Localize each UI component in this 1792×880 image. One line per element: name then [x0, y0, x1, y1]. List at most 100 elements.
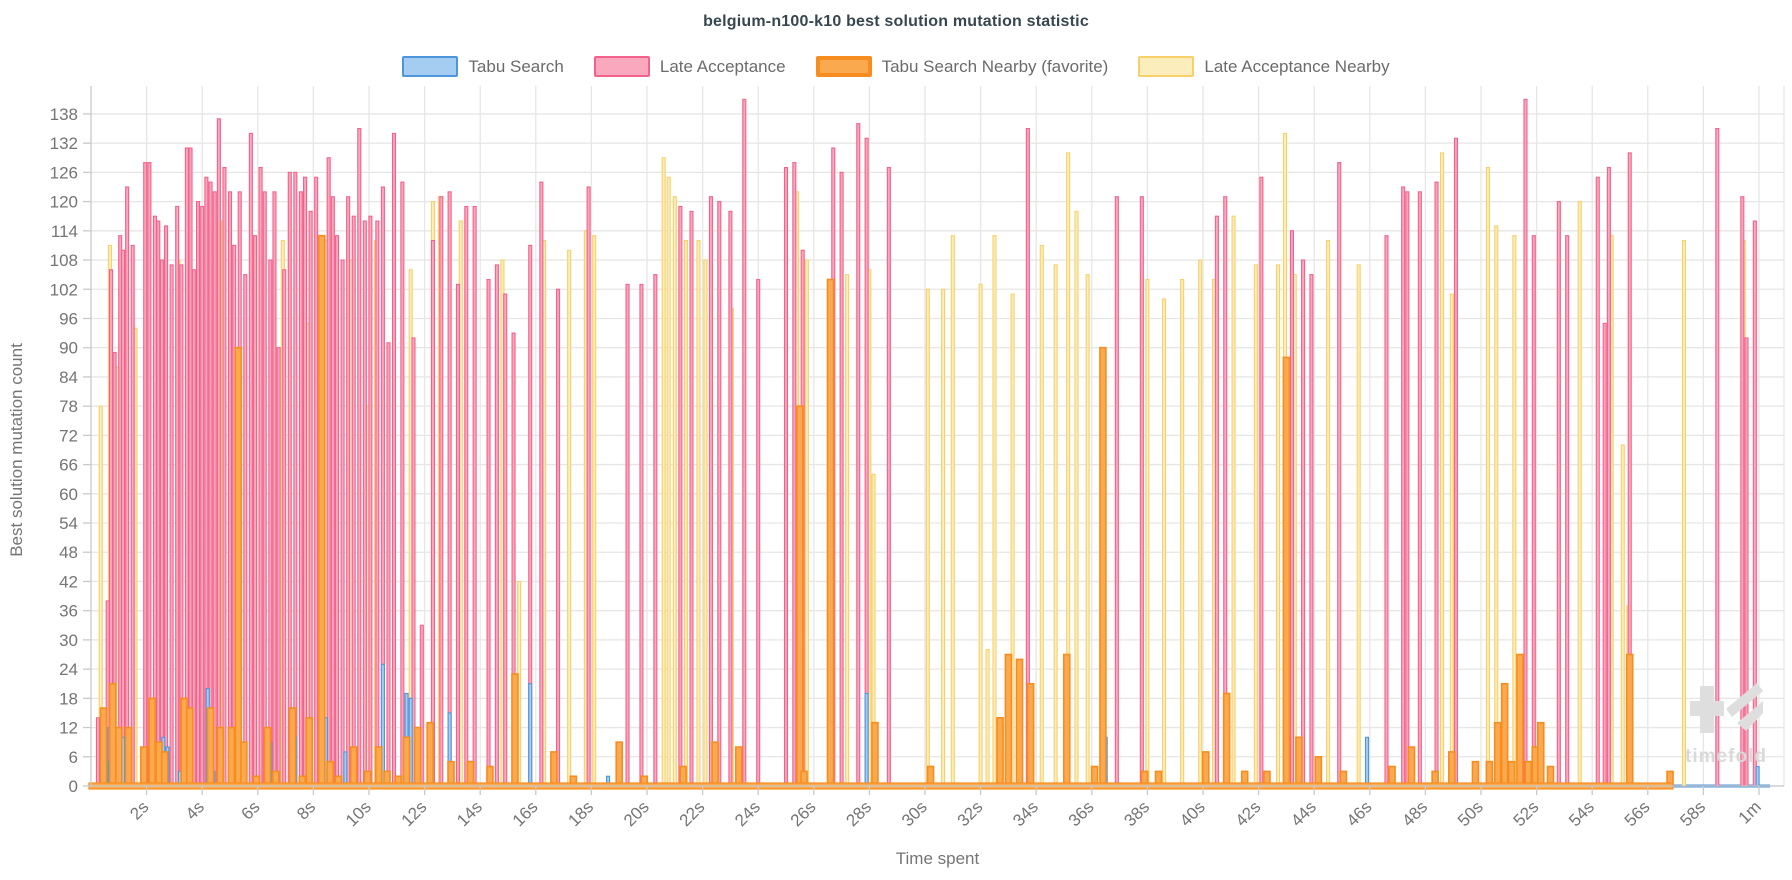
bar	[1755, 765, 1760, 787]
x-tick-label: 18s	[564, 797, 597, 830]
y-tick-label: 18	[59, 689, 78, 708]
bar	[586, 186, 591, 787]
x-tick-label: 44s	[1287, 797, 1320, 830]
bar	[248, 132, 253, 787]
bar	[992, 235, 997, 787]
bar	[374, 746, 383, 787]
x-tick-label: 42s	[1232, 797, 1265, 830]
bar	[99, 707, 108, 787]
bar	[175, 205, 180, 787]
axes	[83, 85, 1784, 795]
chart-title: belgium-n100-k10 best solution mutation …	[703, 13, 1089, 30]
y-tick-label: 24	[59, 660, 78, 679]
bar	[1471, 760, 1480, 787]
x-tick-label: 54s	[1565, 797, 1598, 830]
bar	[1434, 181, 1439, 787]
legend-label-tabu-search-nearby: Tabu Search Nearby (favorite)	[881, 56, 1109, 76]
timefold-logo-icon	[1690, 683, 1763, 733]
bar	[1295, 736, 1303, 787]
y-tick-label: 60	[59, 485, 78, 504]
x-tick-label: 6s	[237, 797, 263, 823]
bar	[653, 274, 658, 787]
x-tick-label: 10s	[342, 797, 375, 830]
bar	[1074, 210, 1079, 787]
bar	[276, 347, 281, 787]
y-tick-label: 12	[59, 719, 78, 738]
bar	[195, 201, 201, 787]
bar	[349, 746, 358, 787]
bar	[391, 132, 397, 787]
bar	[272, 191, 277, 787]
bar	[227, 191, 233, 787]
bar	[243, 274, 248, 787]
x-tick-label: 1m	[1735, 797, 1765, 827]
bar	[362, 220, 367, 787]
y-tick-label: 66	[59, 456, 78, 475]
bar	[1531, 235, 1536, 787]
bar	[206, 707, 215, 787]
bar	[472, 205, 477, 787]
bar	[252, 235, 258, 787]
bar	[1337, 162, 1342, 787]
bar	[402, 736, 411, 787]
bar	[511, 673, 519, 787]
bar	[1625, 653, 1634, 787]
x-tick-label: 46s	[1343, 797, 1376, 830]
legend-item-tabu-search[interactable]: Tabu Search	[402, 56, 564, 77]
bar	[1453, 137, 1459, 787]
bar	[124, 726, 133, 787]
x-tick-label: 32s	[954, 797, 987, 830]
legend-item-tabu-search-nearby[interactable]: Tabu Search Nearby (favorite)	[815, 56, 1109, 77]
bar	[288, 707, 297, 787]
bar	[268, 259, 273, 787]
bar	[1180, 278, 1185, 787]
bar	[672, 196, 677, 787]
x-axis-title: Time spent	[896, 849, 980, 868]
bar	[169, 264, 174, 787]
bar	[1114, 196, 1119, 787]
bar	[711, 741, 719, 787]
bar	[240, 741, 248, 787]
bar	[1485, 760, 1494, 787]
bar	[326, 157, 331, 787]
y-tick-label: 78	[59, 397, 78, 416]
bar	[1602, 322, 1607, 787]
bar	[430, 240, 435, 787]
legend-label-late-acceptance-nearby: Late Acceptance Nearby	[1204, 56, 1390, 76]
bar	[375, 220, 380, 787]
bar	[1231, 215, 1236, 787]
bar	[386, 342, 391, 787]
bar	[950, 235, 955, 787]
bar	[330, 196, 335, 787]
bar	[1364, 736, 1370, 787]
bar	[708, 196, 713, 787]
x-tick-label: 48s	[1398, 797, 1431, 830]
bar	[1139, 196, 1144, 787]
legend-item-late-acceptance-nearby[interactable]: Late Acceptance Nearby	[1138, 56, 1390, 77]
bar	[140, 746, 148, 787]
x-tick-label: 40s	[1176, 797, 1209, 830]
bar	[1524, 760, 1533, 787]
bar	[258, 166, 263, 787]
bar	[1565, 235, 1570, 787]
x-tick-label: 26s	[787, 797, 820, 830]
x-tick-label: 14s	[453, 797, 486, 830]
bar	[1259, 176, 1264, 787]
legend-label-late-acceptance: Late Acceptance	[659, 56, 786, 76]
bar	[1494, 225, 1499, 787]
x-tick-label: 56s	[1621, 797, 1654, 830]
bar	[1407, 746, 1416, 787]
bar	[368, 215, 373, 787]
bar	[796, 405, 804, 787]
legend-item-late-acceptance[interactable]: Late Acceptance	[593, 56, 786, 77]
legend: Tabu Search Late Acceptance Tabu Search …	[0, 56, 1792, 77]
bar	[1681, 240, 1686, 787]
y-tick-label: 72	[59, 426, 78, 445]
x-tick-label: 52s	[1510, 797, 1543, 830]
bar	[1085, 274, 1090, 787]
bar	[227, 726, 236, 787]
bar	[1201, 751, 1210, 787]
bar	[466, 760, 475, 787]
bar	[1485, 166, 1490, 787]
